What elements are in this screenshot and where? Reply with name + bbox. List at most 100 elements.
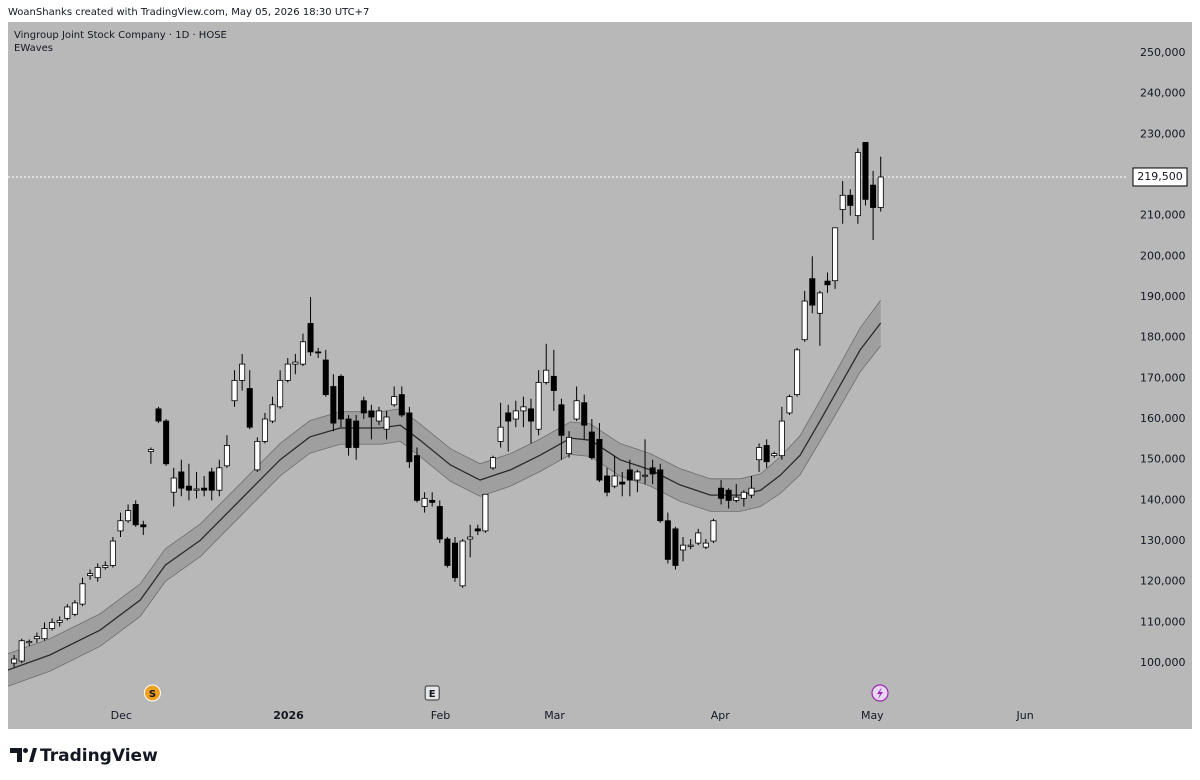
candle-body [687,544,694,547]
candle-body [49,622,56,629]
candle-body [581,402,588,426]
candle-body [284,363,291,381]
candle-body [307,323,314,353]
candle-body [763,445,770,463]
candle-body [809,278,816,306]
candle-body [353,420,360,448]
candle-body [94,567,101,579]
alert-icon[interactable] [871,684,889,702]
candle-body [816,292,823,314]
candle-body [292,361,299,365]
candle-body [429,499,436,503]
candle-body [11,658,18,664]
candle-body [680,544,687,551]
candle-body [528,408,535,422]
candle-body [604,475,611,493]
y-tick-label: 230,000 [1140,127,1186,140]
candle-body [315,351,322,354]
candle-body [269,404,276,422]
candle-body [125,510,132,522]
candle-body [877,176,884,208]
logo-shape [23,748,28,753]
candle-body [740,491,747,499]
candle-body [611,475,618,487]
indicator-name: EWaves [14,43,53,54]
candle-body [239,363,246,381]
candle-body [649,467,656,475]
candle-body [870,184,877,208]
event-icon [424,685,440,701]
x-tick-label: May [861,709,884,722]
candle-body [558,404,565,436]
event-icon [143,684,161,702]
brand: TradingView [40,746,158,766]
candle-body [550,375,557,391]
candle-body [231,379,238,402]
candle-body [413,455,420,501]
event-marker[interactable]: E [424,685,440,701]
y-tick-label: 160,000 [1140,412,1186,425]
chart-pane [8,22,1192,729]
candle-body [725,489,732,501]
candle-body [588,431,595,459]
candle-body [383,416,390,430]
candle-body [140,524,147,528]
candle-body [467,536,474,540]
candle-body [345,418,352,448]
candle-body [596,438,603,481]
candle-body [421,497,428,507]
candle-body [147,449,154,452]
candle-body [505,412,512,422]
candle-body [733,496,740,501]
candle-body [824,280,831,286]
candle-body [778,420,785,457]
candle-body [832,227,839,282]
y-tick-label: 250,000 [1140,46,1186,59]
candle-body [368,410,375,418]
candle-body [71,602,78,615]
last-price-box [1132,167,1188,187]
y-tick-label: 100,000 [1140,656,1186,669]
event-label: E [429,689,436,700]
candle-body [854,152,861,217]
y-tick-label: 210,000 [1140,209,1186,222]
candle-body [672,528,679,566]
logo-shape [29,748,37,762]
band-lower-line [7,345,882,687]
candle-body [398,394,405,416]
candle-body [201,487,208,491]
candle-body [543,369,550,383]
attribution: WoanShanks created with TradingView.com,… [8,7,369,18]
candle-body [360,400,367,414]
y-tick-label: 120,000 [1140,575,1186,588]
candle-body [695,532,702,544]
candle-body [459,540,466,587]
event-label: S [149,689,156,700]
candle-body [619,481,626,485]
candle-body [41,628,48,640]
y-tick-label: 110,000 [1140,615,1186,628]
candle-body [185,485,192,491]
candle-body [223,445,230,467]
candle-body [862,142,869,200]
candle-body [246,388,253,428]
candle-body [436,506,443,540]
candle-body [512,410,519,420]
candle-body [87,573,94,577]
candle-body [56,619,63,623]
event-marker[interactable]: S [143,684,161,702]
candle-body [786,396,793,414]
brand-logo: TradingView [10,746,158,766]
x-tick-label: Apr [711,709,731,722]
candle-body [375,410,382,422]
y-tick-label: 190,000 [1140,290,1186,303]
icon-glyph [877,687,883,699]
candle-body [254,441,261,471]
candle-body [626,469,633,481]
chart-title: Vingroup Joint Stock Company · 1D · HOSE [14,30,227,41]
x-tick-label: Feb [431,709,450,722]
candle-body [277,379,284,408]
candle-body [794,349,801,396]
candle-body [132,504,139,526]
candle-body [406,412,413,463]
